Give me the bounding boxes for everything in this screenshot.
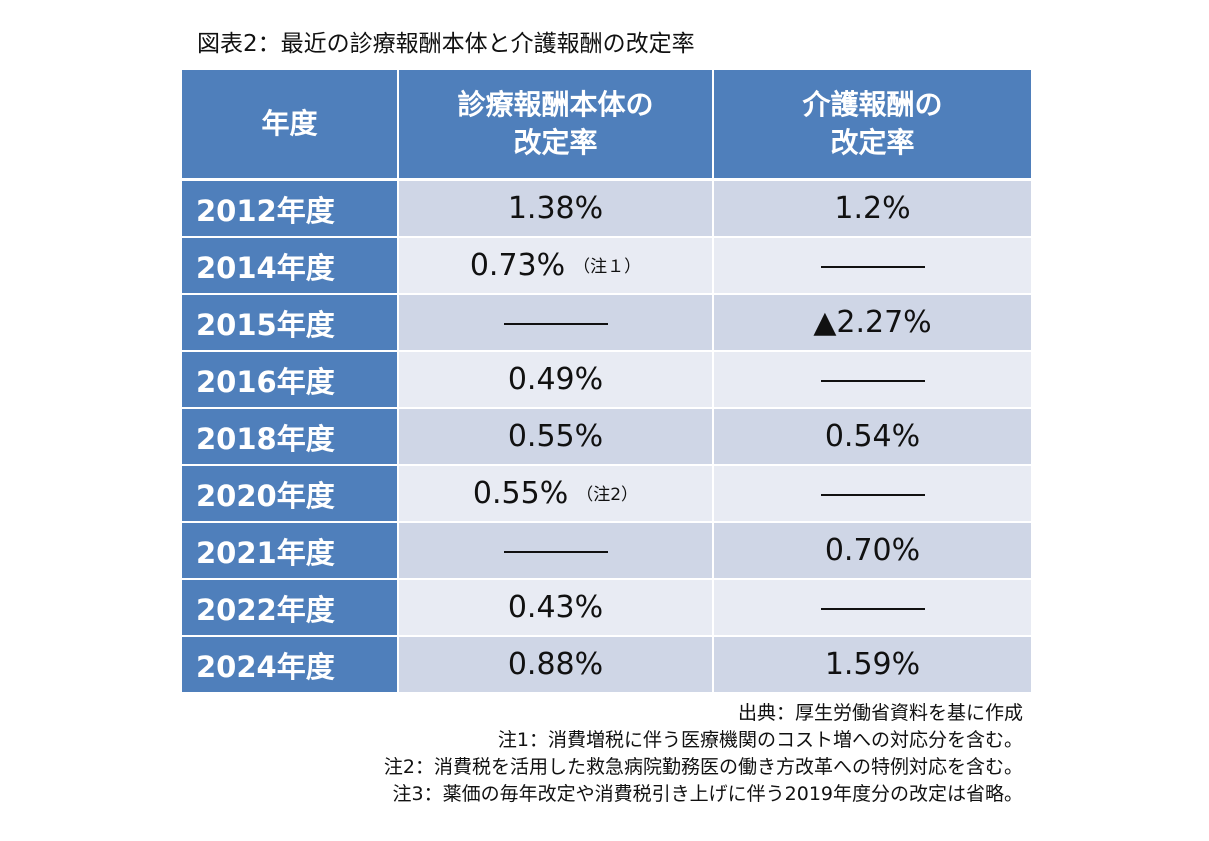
footnote-2: 注2：消費税を活用した救急病院勤務医の働き方改革への特例対応を含む。 — [383, 756, 1023, 778]
care-rate-value: 1.59% — [824, 647, 921, 682]
table-row: 2021年度 0.70% — [182, 523, 1031, 580]
medical-rate-value: 0.55% — [472, 476, 569, 511]
table-row: 2020年度 0.55% （注2） — [182, 466, 1031, 523]
cell-care-rate — [714, 238, 1031, 295]
cell-year: 2016年度 — [182, 352, 399, 409]
medical-rate-value: 1.38% — [507, 191, 604, 226]
cell-year: 2021年度 — [182, 523, 399, 580]
cell-year: 2015年度 — [182, 295, 399, 352]
no-revision-dash — [820, 265, 925, 268]
cell-year: 2020年度 — [182, 466, 399, 523]
revision-rate-table: 年度 診療報酬本体の 改定率 介護報酬の 改定率 2012年度 1.38% 1.2%… — [182, 70, 1031, 694]
medical-rate-value: 0.43% — [507, 590, 604, 625]
cell-care-rate: 0.70% — [714, 523, 1031, 580]
figure-title: 図表2：最近の診療報酬本体と介護報酬の改定率 — [197, 31, 695, 57]
no-revision-dash — [820, 379, 925, 382]
cell-medical-rate: 0.55% — [399, 409, 714, 466]
header-year: 年度 — [182, 70, 399, 181]
footnote-1: 注1：消費増税に伴う医療機関のコスト増への対応分を含む。 — [497, 729, 1023, 751]
medical-rate-value: 0.73% — [469, 248, 566, 283]
care-rate-value: ▲2.27% — [813, 305, 932, 340]
cell-year: 2024年度 — [182, 637, 399, 694]
table-row: 2018年度 0.55% 0.54% — [182, 409, 1031, 466]
no-revision-dash — [820, 493, 925, 496]
cell-year: 2014年度 — [182, 238, 399, 295]
cell-care-rate: 1.59% — [714, 637, 1031, 694]
cell-medical-rate: 1.38% — [399, 181, 714, 238]
header-year-label: 年度 — [261, 107, 318, 140]
header-care-line1: 介護報酬の — [802, 88, 943, 121]
footnote-source: 出典：厚生労働省資料を基に作成 — [737, 702, 1023, 724]
cell-medical-rate — [399, 523, 714, 580]
medical-rate-value: 0.88% — [507, 647, 604, 682]
cell-year: 2022年度 — [182, 580, 399, 637]
cell-medical-rate — [399, 295, 714, 352]
no-revision-dash — [820, 607, 925, 610]
cell-medical-rate: 0.55% （注2） — [399, 466, 714, 523]
medical-rate-note: （注１） — [573, 257, 642, 277]
cell-medical-rate: 0.88% — [399, 637, 714, 694]
care-rate-value: 0.70% — [824, 533, 921, 568]
cell-care-rate — [714, 352, 1031, 409]
medical-rate-value: 0.49% — [507, 362, 604, 397]
cell-care-rate — [714, 580, 1031, 637]
care-rate-value: 0.54% — [824, 419, 921, 454]
care-rate-value: 1.2% — [834, 191, 911, 226]
header-row: 年度 診療報酬本体の 改定率 介護報酬の 改定率 — [182, 70, 1031, 181]
table-row: 2016年度 0.49% — [182, 352, 1031, 409]
cell-medical-rate: 0.73% （注１） — [399, 238, 714, 295]
cell-care-rate: ▲2.27% — [714, 295, 1031, 352]
table-row: 2015年度 ▲2.27% — [182, 295, 1031, 352]
table-row: 2012年度 1.38% 1.2% — [182, 181, 1031, 238]
table-row: 2022年度 0.43% — [182, 580, 1031, 637]
header-medical-fee: 診療報酬本体の 改定率 — [399, 70, 714, 181]
table-body: 2012年度 1.38% 1.2% 2014年度 0.73% （注１） 2015年度 ▲2.2… — [182, 181, 1031, 694]
header-care-fee: 介護報酬の 改定率 — [714, 70, 1031, 181]
footnotes: 出典：厚生労働省資料を基に作成 注1：消費増税に伴う医療機関のコスト増への対応分… — [384, 700, 1023, 808]
cell-year: 2018年度 — [182, 409, 399, 466]
cell-care-rate: 0.54% — [714, 409, 1031, 466]
no-revision-dash — [503, 322, 608, 325]
cell-medical-rate: 0.49% — [399, 352, 714, 409]
cell-year: 2012年度 — [182, 181, 399, 238]
no-revision-dash — [503, 550, 608, 553]
table-row: 2024年度 0.88% 1.59% — [182, 637, 1031, 694]
medical-rate-value: 0.55% — [507, 419, 604, 454]
header-medical-line1: 診療報酬本体の — [457, 88, 654, 121]
header-medical-line2: 改定率 — [513, 126, 598, 159]
header-care-line2: 改定率 — [830, 126, 915, 159]
table-row: 2014年度 0.73% （注１） — [182, 238, 1031, 295]
medical-rate-note: （注2） — [576, 485, 639, 505]
footnote-3: 注3：薬価の毎年改定や消費税引き上げに伴う2019年度分の改定は省略。 — [392, 783, 1023, 805]
cell-care-rate — [714, 466, 1031, 523]
cell-care-rate: 1.2% — [714, 181, 1031, 238]
revision-rate-table-container: 年度 診療報酬本体の 改定率 介護報酬の 改定率 2012年度 1.38% 1.2%… — [182, 70, 1031, 694]
cell-medical-rate: 0.43% — [399, 580, 714, 637]
